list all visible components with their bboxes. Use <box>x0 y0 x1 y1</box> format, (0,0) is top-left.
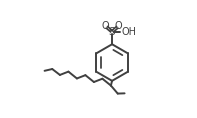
Text: OH: OH <box>121 27 136 37</box>
Text: S: S <box>109 27 115 37</box>
Text: O: O <box>102 21 109 31</box>
Text: O: O <box>115 21 122 31</box>
